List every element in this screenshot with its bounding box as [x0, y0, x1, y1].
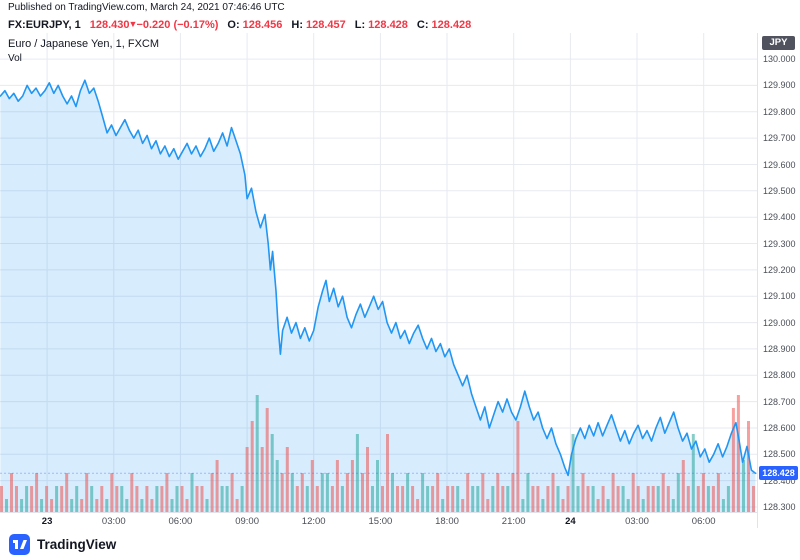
price-axis-label: 129.500	[763, 185, 796, 196]
time-axis-label: 24	[565, 516, 576, 527]
open-label: O:	[227, 18, 240, 31]
price-axis-label: 130.000	[763, 54, 796, 65]
price-axis-label: 129.900	[763, 80, 796, 91]
symbol-name[interactable]: FX:EURJPY, 1	[8, 18, 81, 31]
published-text: Published on TradingView.com, March 24, …	[8, 2, 285, 13]
open-group: O: 128.456	[227, 19, 282, 31]
price-axis-label: 129.700	[763, 133, 796, 144]
time-axis-label: 23	[41, 516, 53, 527]
price-axis-label: 129.100	[763, 291, 796, 302]
time-axis-label: 06:00	[691, 516, 716, 527]
low-group: L: 128.428	[355, 19, 408, 31]
footer-bar: TradingView	[0, 528, 800, 560]
chart-area: Euro / Japanese Yen, 1, FXCM Vol 23 03:00…	[0, 33, 800, 528]
high-group: H: 128.457	[291, 19, 345, 31]
price-axis-label: 128.900	[763, 343, 796, 354]
open-value: 128.456	[242, 18, 283, 31]
last-price-badge: 128.428	[759, 466, 798, 481]
symbol-info-bar: FX:EURJPY, 1 128.430 ▼ −0.220 (−0.17%) O…	[0, 16, 800, 33]
price-plot[interactable]: Euro / Japanese Yen, 1, FXCM Vol	[0, 33, 757, 512]
time-axis-label: 06:00	[168, 516, 193, 527]
price-axis-label: 129.400	[763, 212, 796, 223]
price-axis-label: 128.800	[763, 370, 796, 381]
price-axis-label: 129.000	[763, 317, 796, 328]
price-axis[interactable]: JPY 130.000 129.900 129.800 129.700 129.600 1…	[757, 33, 800, 528]
price-axis-label: 129.800	[763, 106, 796, 117]
time-axis[interactable]: 23 03:00 06:00 09:00 12:00 15:00 18:00 21:00 24 0…	[0, 512, 757, 528]
last-price-group: 128.430 ▼ −0.220 (−0.17%)	[90, 19, 219, 31]
time-axis-label: 12:00	[301, 516, 326, 527]
price-axis-label: 129.600	[763, 159, 796, 170]
published-bar: Published on TradingView.com, March 24, …	[0, 0, 800, 16]
price-axis-label: 128.500	[763, 449, 796, 460]
low-label: L:	[354, 18, 366, 31]
price-axis-label: 128.400	[763, 475, 796, 486]
high-label: H:	[291, 18, 303, 31]
tradingview-logo-icon[interactable]	[9, 533, 30, 555]
close-label: C:	[416, 18, 429, 31]
close-group: C: 128.428	[417, 19, 471, 31]
price-axis-label: 128.700	[763, 396, 796, 407]
currency-label: JPY	[762, 36, 795, 50]
time-axis-label: 18:00	[435, 516, 459, 527]
time-axis-label: 09:00	[235, 516, 259, 527]
change-value: −0.220 (−0.17%)	[136, 18, 219, 31]
price-axis-label: 129.200	[763, 264, 796, 275]
price-axis-label: 128.600	[763, 423, 796, 433]
time-axis-label: 21:00	[501, 516, 526, 527]
price-axis-label: 128.300	[763, 502, 796, 512]
close-value: 128.428	[431, 18, 472, 31]
change-down-icon: ▼	[128, 18, 138, 29]
time-axis-label: 15:00	[368, 516, 393, 527]
tradingview-brand-text[interactable]: TradingView	[37, 536, 117, 552]
price-axis-label: 129.300	[763, 238, 796, 249]
last-price: 128.430	[89, 18, 130, 31]
time-axis-label: 03:00	[101, 516, 126, 527]
price-chart-canvas[interactable]	[0, 33, 757, 512]
plot-column: Euro / Japanese Yen, 1, FXCM Vol 23 03:00…	[0, 33, 757, 528]
time-axis-label: 03:00	[625, 516, 649, 527]
low-value: 128.428	[368, 18, 408, 31]
high-value: 128.457	[306, 18, 346, 31]
